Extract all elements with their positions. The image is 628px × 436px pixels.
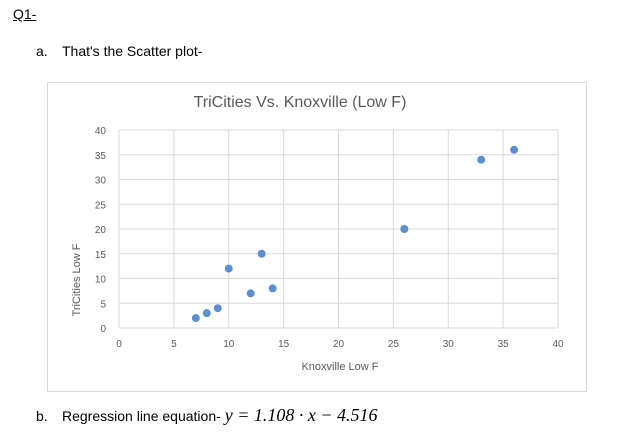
y-tick-label: 10	[95, 275, 107, 286]
question-heading: Q1-	[13, 6, 37, 22]
y-tick-label: 0	[100, 324, 106, 335]
y-tick-label: 35	[95, 151, 107, 162]
x-tick-label: 40	[552, 339, 564, 350]
y-tick-label: 25	[95, 200, 107, 211]
x-tick-label: 5	[171, 339, 177, 350]
x-tick-label: 15	[278, 339, 290, 350]
data-point	[268, 284, 277, 293]
part-b-text: Regression line equation-	[62, 408, 221, 424]
x-tick-label: 10	[223, 339, 235, 350]
data-point	[257, 249, 266, 258]
data-point	[224, 264, 233, 273]
y-tick-label: 15	[95, 250, 107, 261]
y-tick-label: 20	[95, 225, 107, 236]
part-b-marker: b.	[36, 408, 48, 424]
data-point	[202, 309, 211, 318]
chart-title: TriCities Vs. Knoxville (Low F)	[194, 94, 407, 111]
data-point	[213, 304, 222, 313]
regression-equation: y = 1.108 · x − 4.516	[224, 405, 378, 425]
y-tick-label: 5	[100, 299, 106, 310]
x-tick-label: 30	[443, 339, 455, 350]
data-point	[510, 145, 519, 154]
scatter-chart: TriCities Vs. Knoxville (Low F) 0 5 10 15 20…	[47, 82, 587, 392]
x-tick-label: 20	[333, 339, 345, 350]
chart-svg: TriCities Vs. Knoxville (Low F) 0 5 10 15 20…	[71, 94, 564, 373]
x-tick-label: 35	[498, 339, 510, 350]
x-tick-label: 25	[388, 339, 400, 350]
y-axis-label: TriCities Low F	[71, 243, 83, 316]
data-point	[400, 225, 409, 233]
data-point	[191, 314, 200, 323]
part-a-text: That's the Scatter plot-	[62, 43, 203, 59]
part-b: b. Regression line equation-y = 1.108 · x…	[36, 405, 378, 426]
x-tick-label: 0	[116, 339, 122, 350]
x-axis-label: Knoxville Low F	[301, 361, 378, 373]
y-tick-label: 40	[95, 126, 107, 137]
part-a-marker: a.	[36, 43, 48, 59]
part-a: a. That's the Scatter plot-	[36, 43, 202, 59]
y-tick-label: 30	[95, 176, 107, 187]
data-point	[477, 155, 486, 164]
data-point	[246, 289, 255, 298]
